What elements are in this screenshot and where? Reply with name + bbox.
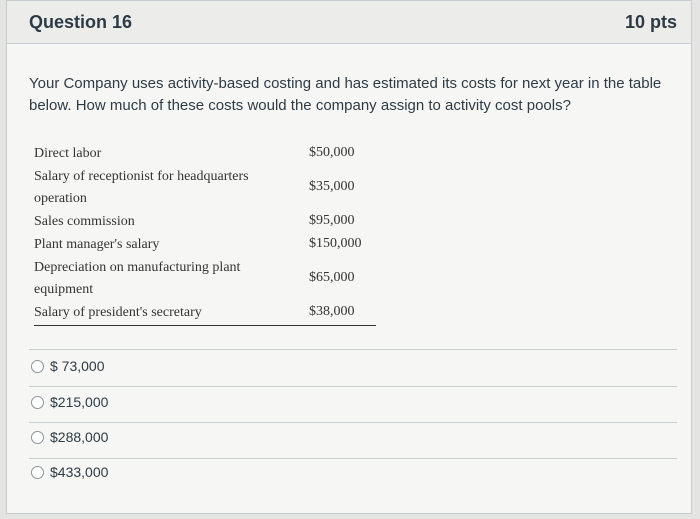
radio-button[interactable] [31,396,44,409]
table-row: Depreciation on manufacturing plant equi… [34,257,376,302]
radio-button[interactable] [31,360,44,373]
question-header: Question 16 10 pts [7,1,691,44]
answer-divider [29,458,677,459]
cost-table: Direct labor $50,000 Salary of reception… [34,143,376,326]
question-points: 10 pts [624,12,677,32]
row-label: Direct labor [34,146,102,161]
table-row: Plant manager's salary $150,000 [34,234,376,257]
radio-button[interactable] [31,431,44,444]
table-bottom-rule [34,325,376,326]
row-value: $95,000 [309,213,355,228]
table-row: Sales commission $95,000 [34,211,376,234]
answer-label: $215,000 [50,394,109,410]
answer-label: $433,000 [50,464,109,480]
row-label: Salary of president's secretary [34,305,202,320]
row-value: $65,000 [309,270,355,285]
row-label: Depreciation on manufacturing plant equi… [34,260,241,297]
radio-button[interactable] [31,466,44,479]
row-value: $50,000 [309,145,355,160]
row-label: Sales commission [34,214,135,229]
answer-label: $288,000 [50,429,109,445]
row-label: Plant manager's salary [34,237,160,252]
question-title: Question 16 [29,12,133,32]
row-value: $35,000 [309,179,355,194]
answer-label: $ 73,000 [50,358,105,374]
table-row: Direct labor $50,000 [34,143,376,166]
answer-divider [29,349,677,350]
question-text: Your Company uses activity-based costing… [29,75,662,114]
answer-divider [29,386,677,387]
row-value: $38,000 [309,304,355,319]
table-row: Salary of receptionist for headquarters … [34,166,376,211]
table-row: Salary of president's secretary $38,000 [34,302,376,325]
question-card: Question 16 10 pts Your Company uses act… [6,0,692,514]
row-value: $150,000 [309,236,362,251]
answer-divider [29,422,677,423]
row-label: Salary of receptionist for headquarters … [34,169,249,206]
